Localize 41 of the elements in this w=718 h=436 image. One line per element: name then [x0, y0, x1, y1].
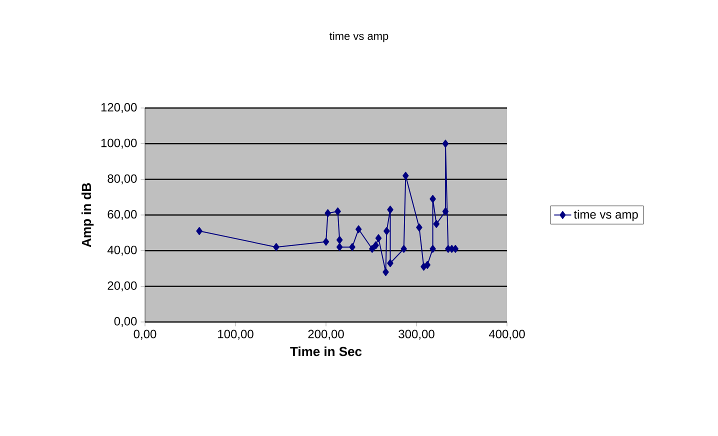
legend-label: time vs amp — [574, 210, 638, 222]
point — [336, 243, 343, 252]
point — [387, 259, 394, 268]
point — [430, 194, 436, 203]
x-tick-label: 400,00 — [488, 330, 525, 340]
point — [384, 227, 390, 236]
x-tick-label: 300,00 — [398, 330, 434, 340]
point — [375, 234, 382, 242]
point — [424, 260, 430, 269]
point — [349, 243, 356, 252]
point — [400, 244, 407, 253]
point — [336, 236, 343, 244]
point — [442, 140, 449, 148]
y-tick-label: 0,00 — [114, 317, 137, 327]
y-tick-label: 100,00 — [101, 138, 137, 149]
x-tick-label: 100,00 — [218, 330, 254, 340]
y-tick-label: 20,00 — [108, 281, 137, 292]
point — [433, 220, 440, 228]
x-tick-label: 200,00 — [308, 330, 344, 340]
point — [355, 225, 362, 234]
chart-title: time vs amp — [330, 32, 388, 42]
y-axis-title: Amp in dB — [82, 183, 94, 248]
point — [382, 268, 389, 276]
y-tick-label: 40,00 — [107, 246, 137, 256]
y-tick-label: 120,00 — [101, 103, 137, 113]
point — [387, 206, 394, 214]
point — [430, 244, 436, 253]
point — [416, 223, 422, 232]
x-tick-label: 0,00 — [134, 330, 156, 340]
y-tick-label: 60,00 — [108, 210, 137, 220]
point — [273, 243, 280, 252]
point — [369, 244, 376, 253]
y-tick-label: 80,00 — [108, 174, 137, 184]
point — [324, 209, 331, 218]
point — [402, 172, 409, 180]
point — [322, 238, 330, 246]
point — [334, 207, 341, 216]
point — [196, 227, 202, 236]
point — [442, 207, 449, 216]
point — [372, 241, 379, 250]
x-axis-title: Time in Sec — [290, 346, 362, 356]
